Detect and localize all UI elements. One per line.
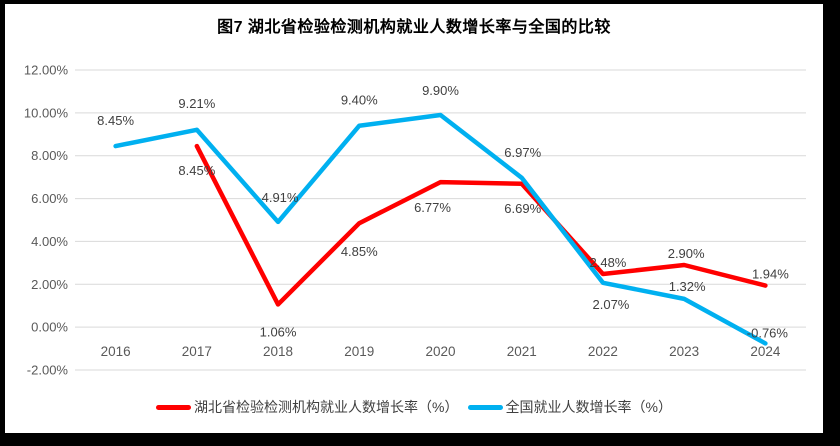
legend-label-national: 全国就业人数增长率（%） [505, 399, 672, 415]
data-point-label: 9.21% [178, 96, 215, 111]
data-point-label: 1.06% [260, 324, 297, 339]
x-axis-tick-label: 2023 [669, 344, 699, 359]
legend-label-hubei: 湖北省检验检测机构就业人数增长率（%） [194, 399, 459, 415]
data-point-label: 4.85% [341, 244, 378, 259]
y-axis-tick-label: 4.00% [31, 234, 68, 249]
y-axis-tick-label: 10.00% [24, 105, 69, 120]
data-point-label: 1.32% [669, 279, 706, 294]
data-point-label: 6.97% [504, 145, 541, 160]
national-series-line [113, 112, 768, 346]
x-axis-tick-label: 2022 [588, 344, 618, 359]
data-point-label: 2.48% [590, 255, 627, 270]
chart-canvas: 图7 湖北省检验检测机构就业人数增长率与全国的比较 湖北省检验检测机构就业人数增… [5, 4, 823, 433]
x-axis-tick-label: 2017 [182, 344, 212, 359]
x-axis-tick-label: 2019 [344, 344, 374, 359]
data-point-label: 8.45% [97, 113, 134, 128]
red-line-swatch [156, 404, 192, 410]
legend-item-hubei[interactable]: 湖北省检验检测机构就业人数增长率（%） [156, 397, 459, 417]
hubei-series-line [194, 143, 768, 307]
data-point-label: 6.77% [414, 200, 451, 215]
x-axis-tick-label: 2021 [507, 344, 537, 359]
data-point-label: 9.90% [422, 83, 459, 98]
y-axis-tick-label: 0.00% [31, 320, 68, 335]
y-axis-tick-label: 6.00% [31, 191, 68, 206]
x-axis-tick-label: 2024 [750, 344, 781, 359]
data-point-label: 2.07% [593, 297, 630, 312]
legend: 湖北省检验检测机构就业人数增长率（%） 全国就业人数增长率（%） [5, 397, 823, 417]
y-axis-tick-label: 2.00% [31, 277, 68, 292]
data-point-label: -0.76% [747, 325, 789, 340]
data-point-label: 1.94% [752, 267, 789, 282]
legend-item-national[interactable]: 全国就业人数增长率（%） [467, 397, 672, 417]
x-axis-tick-label: 2020 [425, 344, 455, 359]
data-point-label: 9.40% [341, 93, 378, 108]
data-point-label: 4.91% [262, 190, 299, 205]
y-axis-tick-label: -2.00% [27, 363, 69, 378]
y-axis-tick-label: 8.00% [31, 148, 68, 163]
y-axis-tick-label: 12.00% [24, 63, 69, 78]
x-axis-tick-label: 2018 [263, 344, 293, 359]
x-axis-tick-label: 2016 [101, 344, 131, 359]
data-point-label: 6.69% [504, 201, 541, 216]
data-point-label: 2.90% [668, 246, 705, 261]
chart-title: 图7 湖北省检验检测机构就业人数增长率与全国的比较 [217, 19, 611, 36]
blue-line-swatch [467, 404, 503, 410]
data-point-label: 8.45% [178, 163, 215, 178]
